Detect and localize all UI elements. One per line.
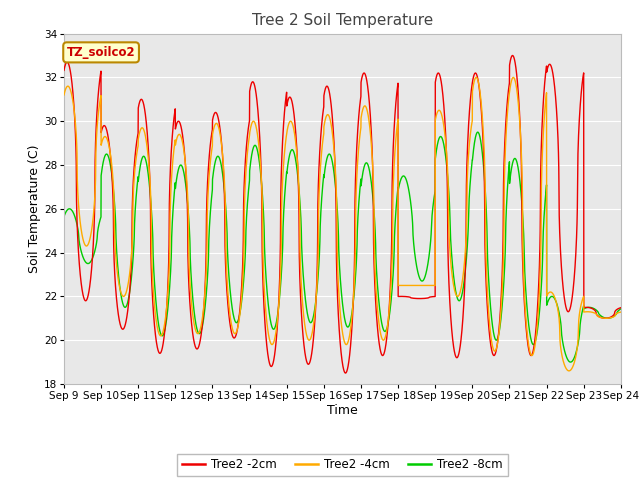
- Tree2 -2cm: [397, 294, 404, 300]
- Tree2 -8cm: [60, 214, 68, 219]
- Tree2 -8cm: [617, 306, 625, 312]
- Tree2 -4cm: [216, 128, 223, 134]
- Tree2 -8cm: [474, 129, 481, 135]
- Tree2 -8cm: [564, 357, 572, 363]
- Tree2 -2cm: [406, 295, 414, 300]
- Tree2 -8cm: [566, 359, 574, 365]
- Tree2 -4cm: [564, 368, 572, 373]
- Tree2 -4cm: [509, 74, 517, 80]
- Text: TZ_soilco2: TZ_soilco2: [67, 46, 136, 59]
- Tree2 -4cm: [617, 309, 625, 315]
- Tree2 -4cm: [60, 92, 68, 98]
- Tree2 -2cm: [342, 370, 349, 376]
- Tree2 -2cm: [216, 122, 223, 128]
- Tree2 -4cm: [179, 144, 187, 149]
- Title: Tree 2 Soil Temperature: Tree 2 Soil Temperature: [252, 13, 433, 28]
- Tree2 -4cm: [397, 283, 404, 288]
- Tree2 -8cm: [397, 177, 404, 183]
- Tree2 -4cm: [565, 368, 573, 374]
- Legend: Tree2 -2cm, Tree2 -4cm, Tree2 -8cm: Tree2 -2cm, Tree2 -4cm, Tree2 -8cm: [177, 454, 508, 476]
- Line: Tree2 -4cm: Tree2 -4cm: [64, 77, 621, 371]
- Tree2 -2cm: [179, 138, 187, 144]
- Tree2 -2cm: [617, 305, 625, 311]
- Y-axis label: Soil Temperature (C): Soil Temperature (C): [28, 144, 41, 273]
- Tree2 -8cm: [216, 156, 223, 161]
- Line: Tree2 -8cm: Tree2 -8cm: [64, 132, 621, 362]
- X-axis label: Time: Time: [327, 404, 358, 417]
- Tree2 -8cm: [617, 306, 625, 312]
- Tree2 -8cm: [179, 167, 187, 173]
- Tree2 -4cm: [617, 309, 625, 315]
- Line: Tree2 -2cm: Tree2 -2cm: [64, 56, 621, 373]
- Tree2 -2cm: [60, 68, 68, 73]
- Tree2 -4cm: [406, 283, 414, 288]
- Tree2 -8cm: [406, 197, 414, 203]
- Tree2 -2cm: [617, 305, 625, 311]
- Tree2 -2cm: [509, 53, 516, 59]
- Tree2 -2cm: [564, 309, 572, 314]
